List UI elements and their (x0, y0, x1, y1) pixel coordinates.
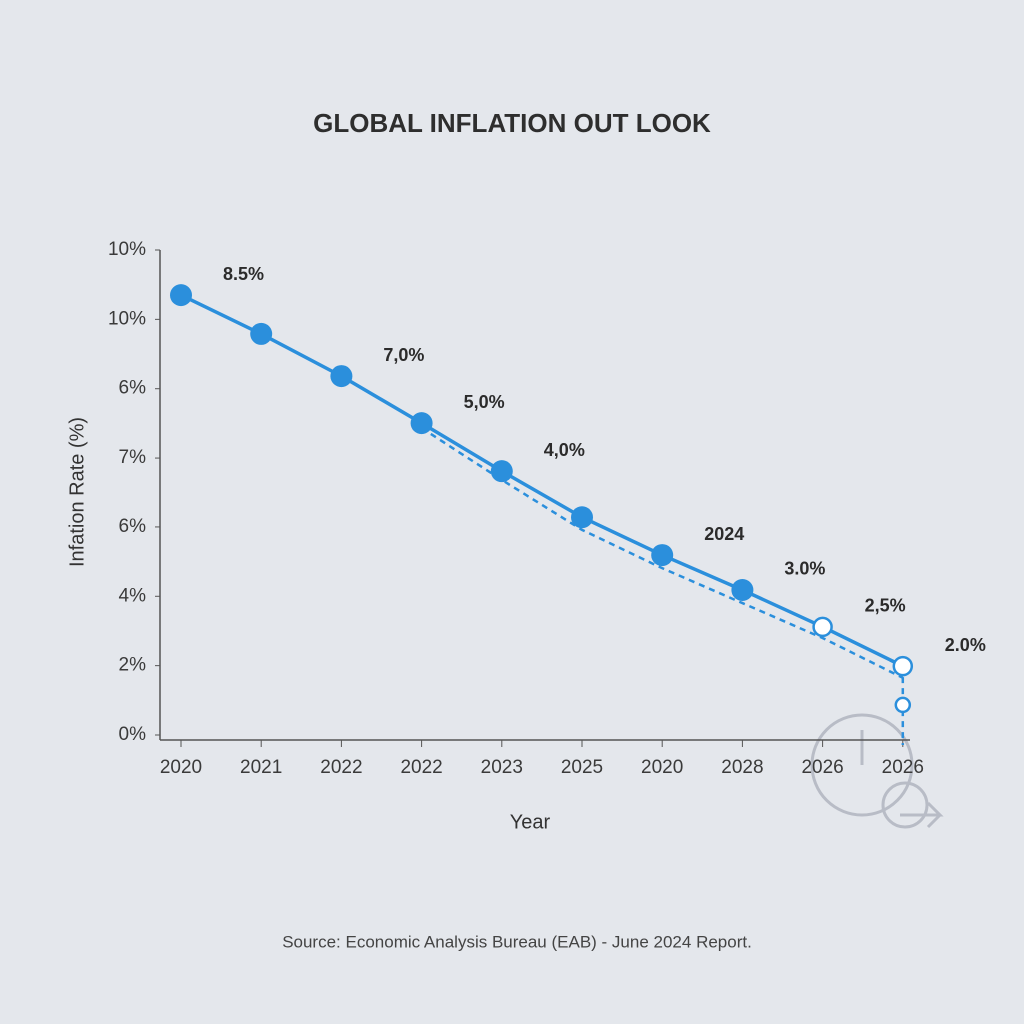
drop-point (894, 696, 912, 714)
point (812, 616, 833, 638)
x-tick-label: 2023 (481, 757, 523, 778)
forecast-line (420, 426, 904, 679)
point-label: 5,0% (464, 392, 505, 412)
y-tick-label: 7% (119, 447, 147, 468)
y-tick-label: 6% (119, 378, 147, 399)
y-tick-label: 10% (108, 308, 146, 329)
point-label: 2.0% (945, 635, 986, 655)
x-tick-label: 2022 (320, 757, 362, 778)
x-tick-label: 2020 (160, 757, 202, 778)
point (170, 284, 192, 307)
y-axis-label: Infation Rate (%) (66, 417, 88, 567)
y-tick-label: 10% (108, 239, 146, 260)
series-line (180, 293, 904, 668)
point (892, 655, 914, 677)
x-tick-label: 2026 (882, 757, 924, 778)
x-tick-label: 2020 (641, 757, 683, 778)
x-tick-label: 2028 (721, 757, 763, 778)
x-tick-label: 2021 (240, 757, 282, 778)
point (250, 322, 273, 345)
point-label: 7,0% (383, 345, 424, 365)
point-label: 2,5% (865, 596, 906, 616)
point-label: 2024 (704, 524, 744, 544)
point-label: 3.0% (784, 559, 825, 579)
point (330, 365, 353, 388)
x-tick-label: 2025 (561, 757, 603, 778)
y-tick-label: 0% (119, 724, 147, 745)
clock-gear-icon (810, 713, 944, 829)
point (731, 578, 754, 601)
point (410, 412, 433, 435)
x-axis-label: Year (510, 811, 551, 833)
point-label: 4,0% (544, 440, 585, 460)
x-tick-label: 2022 (400, 757, 442, 778)
point (490, 460, 513, 483)
source-note: Source: Economic Analysis Bureau (EAB) -… (282, 932, 752, 951)
y-tick-label: 2% (119, 655, 147, 676)
x-tick-label: 2026 (801, 757, 843, 778)
y-tick-label: 6% (119, 516, 147, 537)
point (651, 544, 674, 567)
y-tick-label: 4% (119, 585, 147, 606)
point-label: 8.5% (223, 264, 264, 284)
chart-title: GLOBAL INFLATION OUT LOOK (313, 108, 711, 138)
point (571, 506, 593, 529)
